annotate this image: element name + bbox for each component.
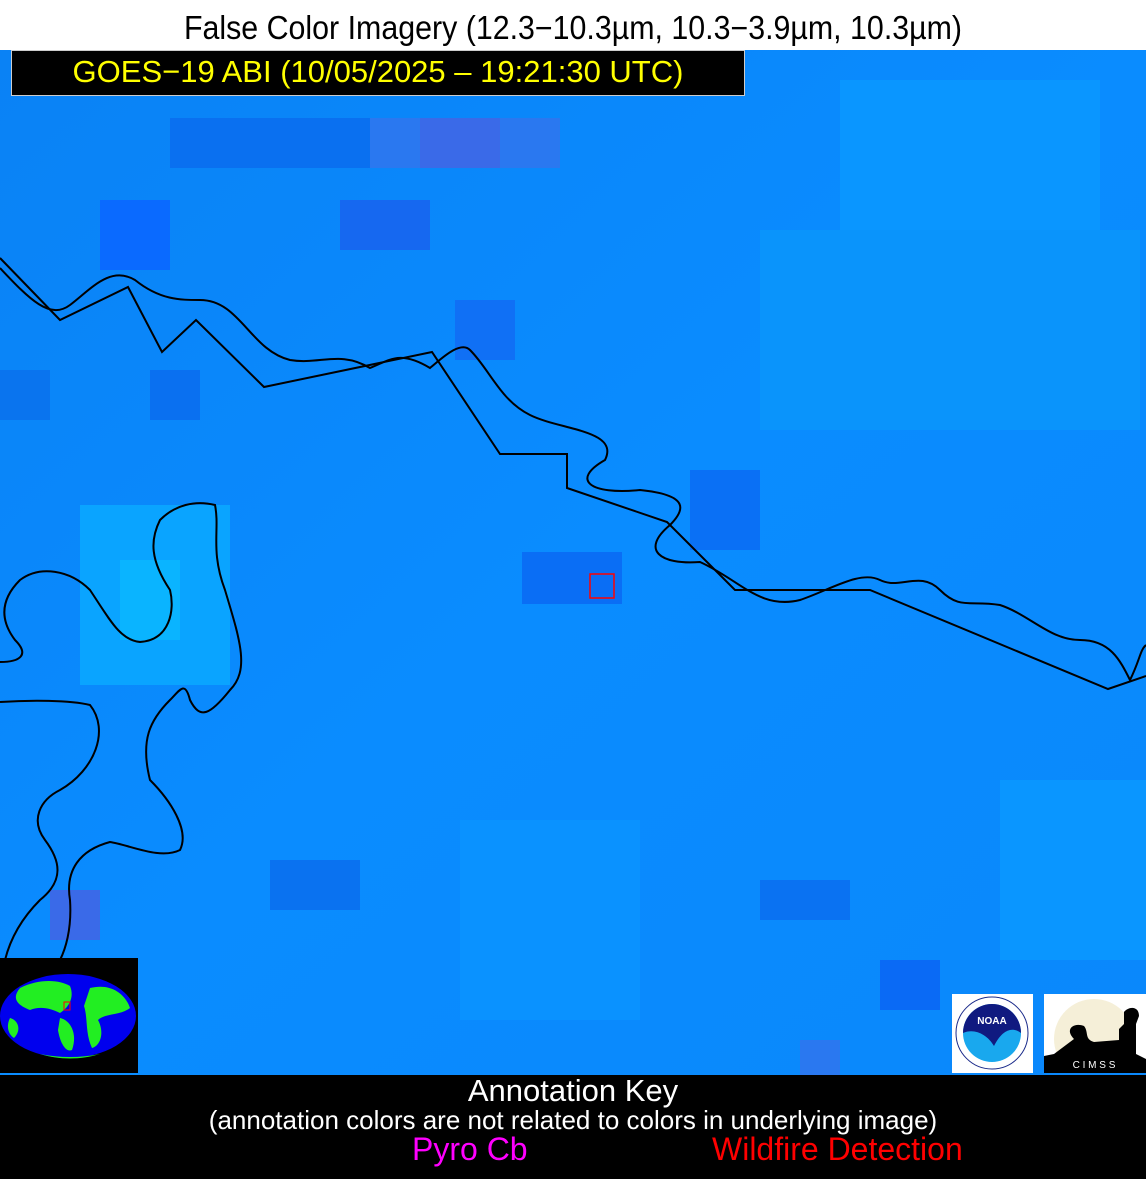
noaa-logo-icon: NOAA	[955, 996, 1029, 1070]
annotation-key: Annotation Key (annotation colors are no…	[0, 1075, 1146, 1179]
river-line	[0, 267, 1146, 683]
noaa-logo-text: NOAA	[977, 1016, 1006, 1027]
legend-pyro-cb: Pyro Cb	[412, 1131, 528, 1167]
globe-icon	[0, 974, 136, 1059]
legend-wildfire-detection: Wildfire Detection	[712, 1131, 963, 1167]
cimss-logo: C I M S S	[1044, 994, 1146, 1079]
locator-globe	[0, 958, 138, 1073]
lake-shore-line	[0, 699, 100, 961]
noaa-logo: NOAA	[952, 994, 1033, 1073]
imagery-pixels	[0, 80, 1146, 1075]
annotation-key-title: Annotation Key	[467, 1073, 679, 1108]
cimss-logo-icon: C I M S S	[1044, 999, 1146, 1079]
cimss-logo-text: C I M S S	[1073, 1060, 1116, 1071]
annotation-key-note: (annotation colors are not related to co…	[208, 1105, 938, 1135]
boundary-lines	[0, 257, 1146, 961]
image-title: False Color Imagery (12.3−10.3µm, 10.3−3…	[45, 0, 1101, 50]
wildfire-detection-box[interactable]	[589, 573, 615, 599]
lake-shore-line	[0, 502, 243, 961]
satellite-map	[0, 50, 1146, 1075]
satellite-timestamp-label: GOES−19 ABI (10/05/2025 – 19:21:30 UTC)	[11, 50, 745, 96]
